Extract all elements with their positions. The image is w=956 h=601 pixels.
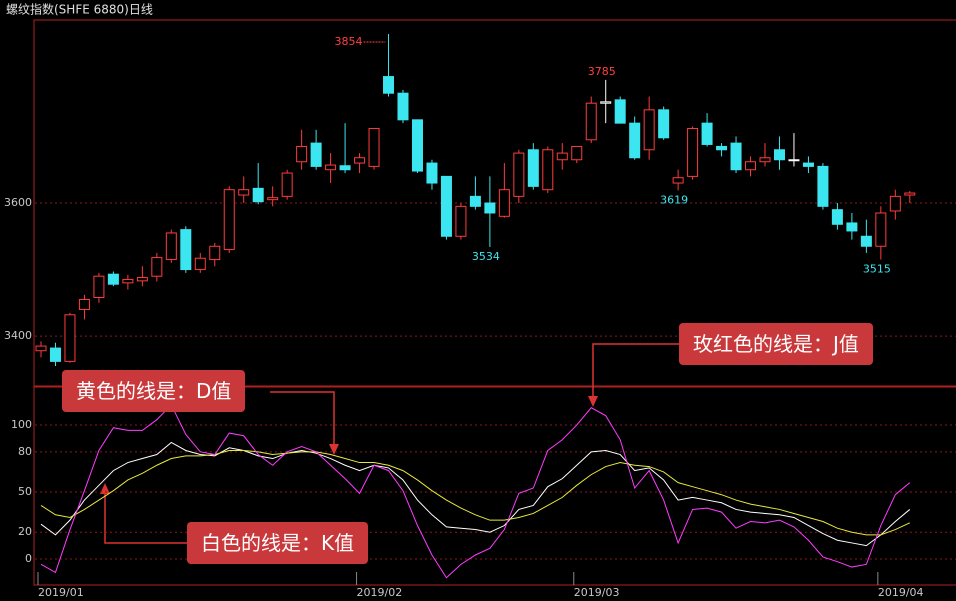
candle-body — [49, 347, 61, 362]
candle-body — [875, 212, 887, 247]
x-tick-label: 2019/03 — [574, 586, 620, 599]
candle-body — [527, 149, 539, 187]
candle-body — [672, 177, 684, 184]
candle-body — [846, 222, 858, 232]
high-label: 3785 — [588, 65, 616, 78]
candle-body — [600, 101, 612, 104]
candle-body — [209, 245, 221, 261]
y-tick-label: 80 — [18, 445, 32, 458]
candle-body — [745, 161, 757, 171]
candle-body — [325, 164, 337, 171]
candle-body — [701, 122, 713, 145]
candle-body — [93, 275, 105, 298]
callout-arrows — [104, 343, 679, 544]
callout-j: 玫红色的线是：J值 — [679, 323, 873, 365]
candle-body — [368, 127, 380, 167]
candle-body — [773, 149, 785, 161]
arrow-head — [100, 483, 110, 494]
candle-body — [151, 257, 163, 277]
candle-body — [238, 189, 250, 196]
candle-body — [469, 195, 481, 207]
y-tick-label: 50 — [18, 485, 32, 498]
y-tick-label: 0 — [25, 552, 32, 565]
candle-body — [107, 273, 119, 285]
candle-body — [122, 279, 134, 284]
arrow — [270, 391, 335, 446]
candle-body — [383, 76, 395, 94]
candle-body — [889, 195, 901, 212]
candle-body — [904, 192, 916, 196]
kdj-line — [40, 449, 911, 536]
arrow-heads — [100, 396, 598, 494]
kdj-line — [40, 441, 911, 547]
candle-body — [513, 152, 525, 197]
arrow — [592, 343, 679, 398]
candle-body — [411, 119, 423, 172]
x-tick-label: 2019/02 — [357, 586, 403, 599]
y-tick-label: 3400 — [4, 329, 32, 342]
candle-body — [252, 187, 264, 203]
kdj-line — [40, 404, 911, 579]
candle-body — [643, 109, 655, 151]
low-label: 3619 — [660, 193, 688, 206]
y-tick-label: 3600 — [4, 196, 32, 209]
low-label: 3534 — [472, 250, 500, 263]
chart-title: 螺纹指数(SHFE 6880)日线 — [6, 2, 153, 17]
candle-body — [64, 314, 76, 362]
high-label: 3854 — [335, 35, 363, 48]
candle-body — [339, 165, 351, 171]
y-tick-label: 20 — [18, 525, 32, 538]
candle-body — [296, 145, 308, 163]
candle-body — [310, 142, 322, 167]
candle-body — [658, 109, 670, 139]
arrow-head — [588, 396, 598, 407]
candle-body — [397, 92, 409, 121]
candle-body — [484, 202, 496, 214]
candle-body — [440, 175, 452, 237]
candle-body — [831, 209, 843, 225]
candle-body — [281, 172, 293, 197]
candle-body — [78, 298, 90, 310]
candle-body — [498, 189, 510, 217]
candle-body — [860, 235, 872, 247]
candle-body — [136, 277, 148, 282]
callout-k: 白色的线是：K值 — [187, 522, 369, 564]
candle-body — [629, 122, 641, 159]
kdj-panel — [33, 386, 956, 586]
y-tick-label: 100 — [11, 418, 32, 431]
candle-body — [354, 157, 366, 164]
candle-body — [194, 257, 206, 271]
candle-body — [571, 145, 583, 161]
low-label: 3515 — [863, 263, 891, 276]
callout-d: 黄色的线是：D值 — [62, 370, 246, 412]
x-tick-label: 2019/04 — [878, 586, 924, 599]
price-panel — [33, 19, 956, 387]
x-tick-label: 2019/01 — [38, 586, 84, 599]
candle-body — [267, 197, 279, 201]
arrow-head — [329, 444, 339, 455]
candle-body — [687, 127, 699, 177]
candle-body — [426, 162, 438, 184]
arrow — [104, 492, 187, 544]
candle-body — [716, 145, 728, 151]
candle-body — [614, 99, 626, 124]
candle-body — [788, 159, 800, 162]
candle-body — [817, 165, 829, 207]
candle-body — [223, 189, 235, 251]
candle-body — [556, 152, 568, 161]
candle-body — [165, 232, 177, 261]
candle-body — [802, 162, 814, 167]
candle-body — [585, 102, 597, 141]
candle-body — [730, 142, 742, 171]
candle-body — [35, 345, 47, 352]
candle-body — [180, 229, 192, 271]
candle-body — [455, 205, 467, 237]
candle-body — [759, 157, 771, 163]
candle-body — [542, 149, 554, 191]
